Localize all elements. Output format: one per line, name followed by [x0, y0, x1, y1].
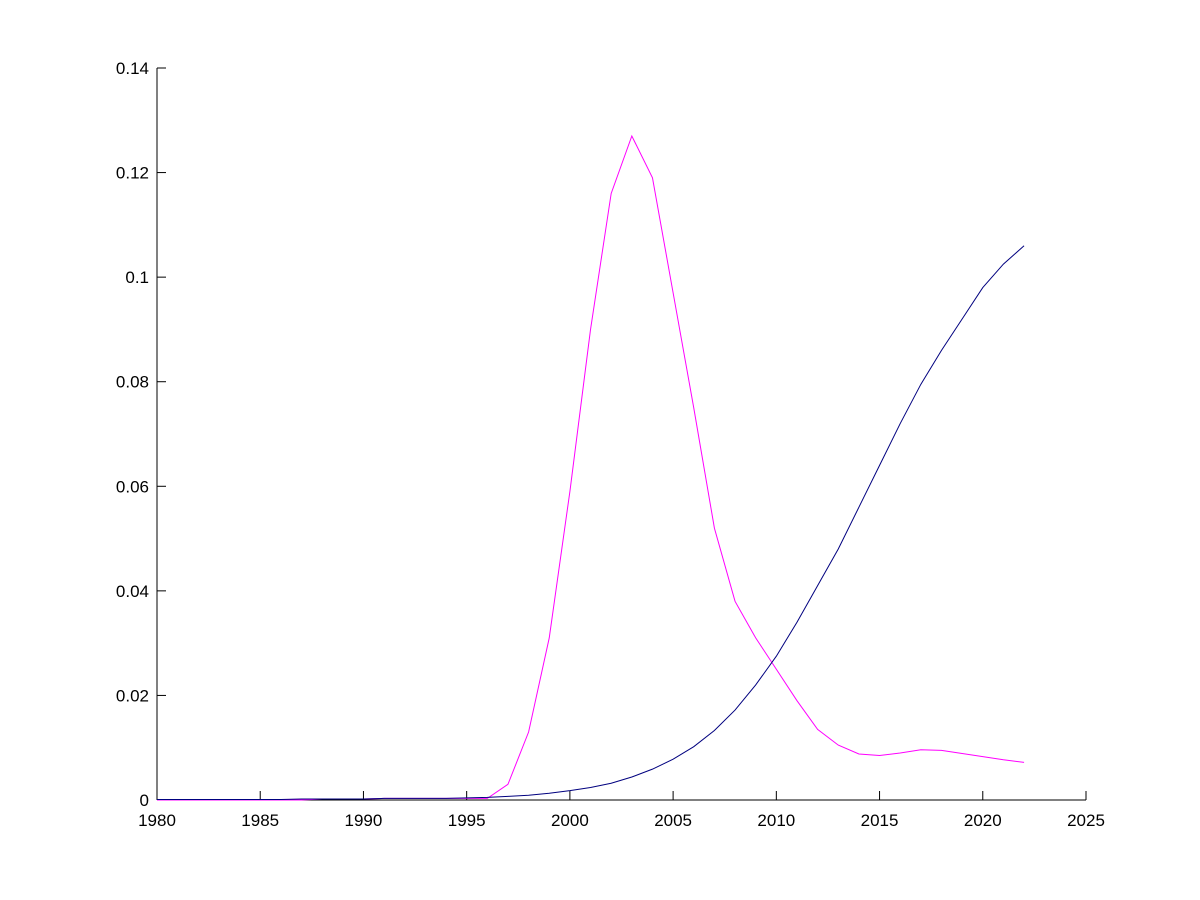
y-tick-label: 0.14: [116, 59, 149, 78]
x-tick-label: 2020: [964, 811, 1002, 830]
x-tick-label: 1980: [138, 811, 176, 830]
x-tick-label: 1990: [345, 811, 383, 830]
x-tick-label: 2025: [1067, 811, 1105, 830]
y-tick-label: 0.08: [116, 373, 149, 392]
y-tick-label: 0: [140, 791, 149, 810]
y-tick-label: 0.1: [125, 268, 149, 287]
x-tick-label: 2000: [551, 811, 589, 830]
x-tick-label: 2010: [757, 811, 795, 830]
line: [157, 245, 1025, 800]
x-tick-label: 1985: [241, 811, 279, 830]
y-tick-label: 0.02: [116, 686, 149, 705]
y-tick-label: 0.12: [116, 164, 149, 183]
x-tick-label: 2005: [654, 811, 692, 830]
y-tick-label: 0.04: [116, 582, 149, 601]
x-tick-label: 2015: [861, 811, 899, 830]
y-tick-label: 0.06: [116, 477, 149, 496]
x-tick-label: 1995: [448, 811, 486, 830]
line: [157, 134, 1025, 801]
